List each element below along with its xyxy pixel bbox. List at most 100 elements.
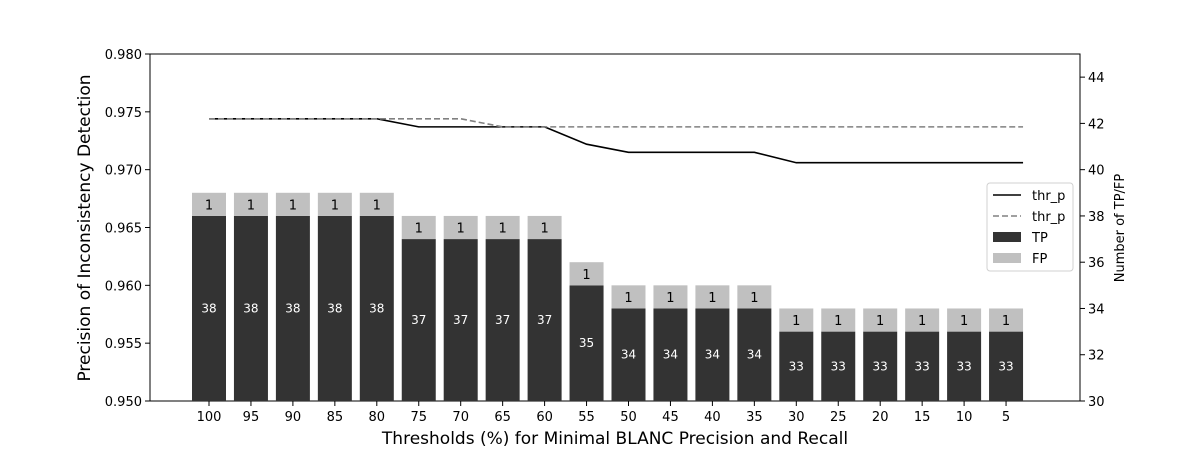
y-tick-label-right: 36 xyxy=(1088,256,1105,271)
bar-label-fp: 1 xyxy=(876,314,884,329)
y-tick-label-right: 40 xyxy=(1088,164,1105,179)
bar-label-fp: 1 xyxy=(415,222,423,237)
bar-label-fp: 1 xyxy=(918,314,926,329)
bar-label-tp: 33 xyxy=(915,359,930,373)
bar-label-fp: 1 xyxy=(708,291,716,306)
y-tick-label-left: 0.975 xyxy=(105,106,142,121)
bar-fp xyxy=(779,308,814,332)
x-tick-label: 20 xyxy=(872,410,889,425)
bar-tp xyxy=(443,239,478,401)
bar-tp xyxy=(192,215,226,401)
bar-label-tp: 34 xyxy=(621,348,636,362)
bar-label-tp: 34 xyxy=(747,348,762,362)
bar-fp xyxy=(821,308,856,332)
y-tick-label-right: 44 xyxy=(1088,71,1105,86)
bar-label-fp: 1 xyxy=(289,198,297,213)
legend-swatch-tp xyxy=(993,232,1021,242)
legend: thr_p thr_p TP FP xyxy=(986,182,1074,272)
y-tick-label-right: 38 xyxy=(1088,210,1105,225)
bar-fp xyxy=(863,308,898,332)
y-tick-label-left: 0.950 xyxy=(105,395,142,410)
bar-label-tp: 38 xyxy=(327,301,342,315)
legend-label-thr-p-dashed: thr_p xyxy=(1032,210,1065,225)
bar-tp xyxy=(653,308,688,401)
bar-fp xyxy=(905,308,940,332)
bar-label-tp: 37 xyxy=(411,313,426,327)
bar-tp xyxy=(317,215,352,401)
bars-layer: 38 1 38 1 38 1 38 1 38 1 37 1 37 1 37 1 37 1 35 1 34 1 34 1 34 1 3… xyxy=(192,192,1024,401)
bar-fp xyxy=(443,215,478,240)
bar-label-tp: 38 xyxy=(201,301,216,315)
bar-fp xyxy=(275,192,310,216)
bar-tp xyxy=(695,308,730,401)
x-tick-label: 40 xyxy=(704,410,721,425)
y-tick-label-right: 34 xyxy=(1088,302,1105,317)
legend-frame xyxy=(986,182,1074,272)
x-tick-label: 70 xyxy=(452,410,469,425)
bar-label-fp: 1 xyxy=(834,314,842,329)
bar-fp xyxy=(737,285,772,309)
x-tick-label: 100 xyxy=(197,410,222,425)
x-tick-label: 25 xyxy=(830,410,847,425)
bar-label-fp: 1 xyxy=(205,198,213,213)
x-tick-label: 35 xyxy=(746,410,763,425)
bar-label-tp: 38 xyxy=(285,301,300,315)
bar-fp xyxy=(947,308,982,332)
bar-label-tp: 38 xyxy=(243,301,258,315)
x-tick-label: 85 xyxy=(327,410,344,425)
bar-label-tp: 33 xyxy=(998,359,1013,373)
x-tick-label: 55 xyxy=(578,410,595,425)
bar-fp xyxy=(695,285,730,309)
line-thr_p-dashed xyxy=(209,117,1024,128)
bar-tp xyxy=(527,239,562,401)
bar-tp xyxy=(989,331,1024,401)
bar-label-tp: 37 xyxy=(495,313,510,327)
x-tick-label: 75 xyxy=(410,410,427,425)
bar-label-tp: 34 xyxy=(663,348,678,362)
y-tick-label-left: 0.965 xyxy=(105,222,142,237)
bar-tp xyxy=(863,331,898,401)
bar-tp xyxy=(737,308,772,401)
bar-label-tp: 35 xyxy=(579,336,594,350)
x-tick-label: 10 xyxy=(956,410,973,425)
x-tick-label: 15 xyxy=(914,410,931,425)
bar-label-tp: 33 xyxy=(956,359,971,373)
bar-label-fp: 1 xyxy=(960,314,968,329)
bar-label-fp: 1 xyxy=(666,291,674,306)
y-tick-label-left: 0.960 xyxy=(105,279,142,294)
bar-label-fp: 1 xyxy=(1002,314,1010,329)
bar-label-fp: 1 xyxy=(750,291,758,306)
bar-tp xyxy=(233,215,268,401)
bar-fp xyxy=(317,192,352,216)
bar-label-fp: 1 xyxy=(582,268,590,283)
bar-label-fp: 1 xyxy=(624,291,632,306)
legend-label-fp: FP xyxy=(1032,252,1047,267)
y-axis-left-title: Precision of Inconsistency Detection xyxy=(75,74,95,381)
bar-label-tp: 33 xyxy=(873,359,888,373)
bar-tp xyxy=(359,215,394,401)
y-axis-right-title: Number of TP/FP xyxy=(1113,174,1128,283)
bar-tp xyxy=(485,239,520,401)
x-tick-label: 90 xyxy=(285,410,302,425)
bar-label-tp: 37 xyxy=(537,313,552,327)
bar-label-tp: 34 xyxy=(705,348,720,362)
bar-label-fp: 1 xyxy=(331,198,339,213)
bar-label-fp: 1 xyxy=(457,222,465,237)
x-axis-title: Thresholds (%) for Minimal BLANC Precisi… xyxy=(381,429,848,449)
bar-tp xyxy=(569,285,604,401)
bar-tp xyxy=(905,331,940,401)
bar-label-fp: 1 xyxy=(499,222,507,237)
bar-fp xyxy=(359,192,394,216)
bar-fp xyxy=(527,215,562,240)
x-tick-label: 30 xyxy=(788,410,805,425)
bar-fp xyxy=(611,285,646,309)
bar-label-tp: 33 xyxy=(789,359,804,373)
bar-tp xyxy=(275,215,310,401)
x-tick-label: 95 xyxy=(243,410,260,425)
bar-fp xyxy=(569,262,604,286)
x-tick-label: 80 xyxy=(369,410,386,425)
bar-tp xyxy=(779,331,814,401)
x-tick-label: 45 xyxy=(662,410,679,425)
axes-layer: 0.950 0.955 0.960 0.965 0.970 0.975 0.980 30 32 3… xyxy=(105,48,1105,425)
